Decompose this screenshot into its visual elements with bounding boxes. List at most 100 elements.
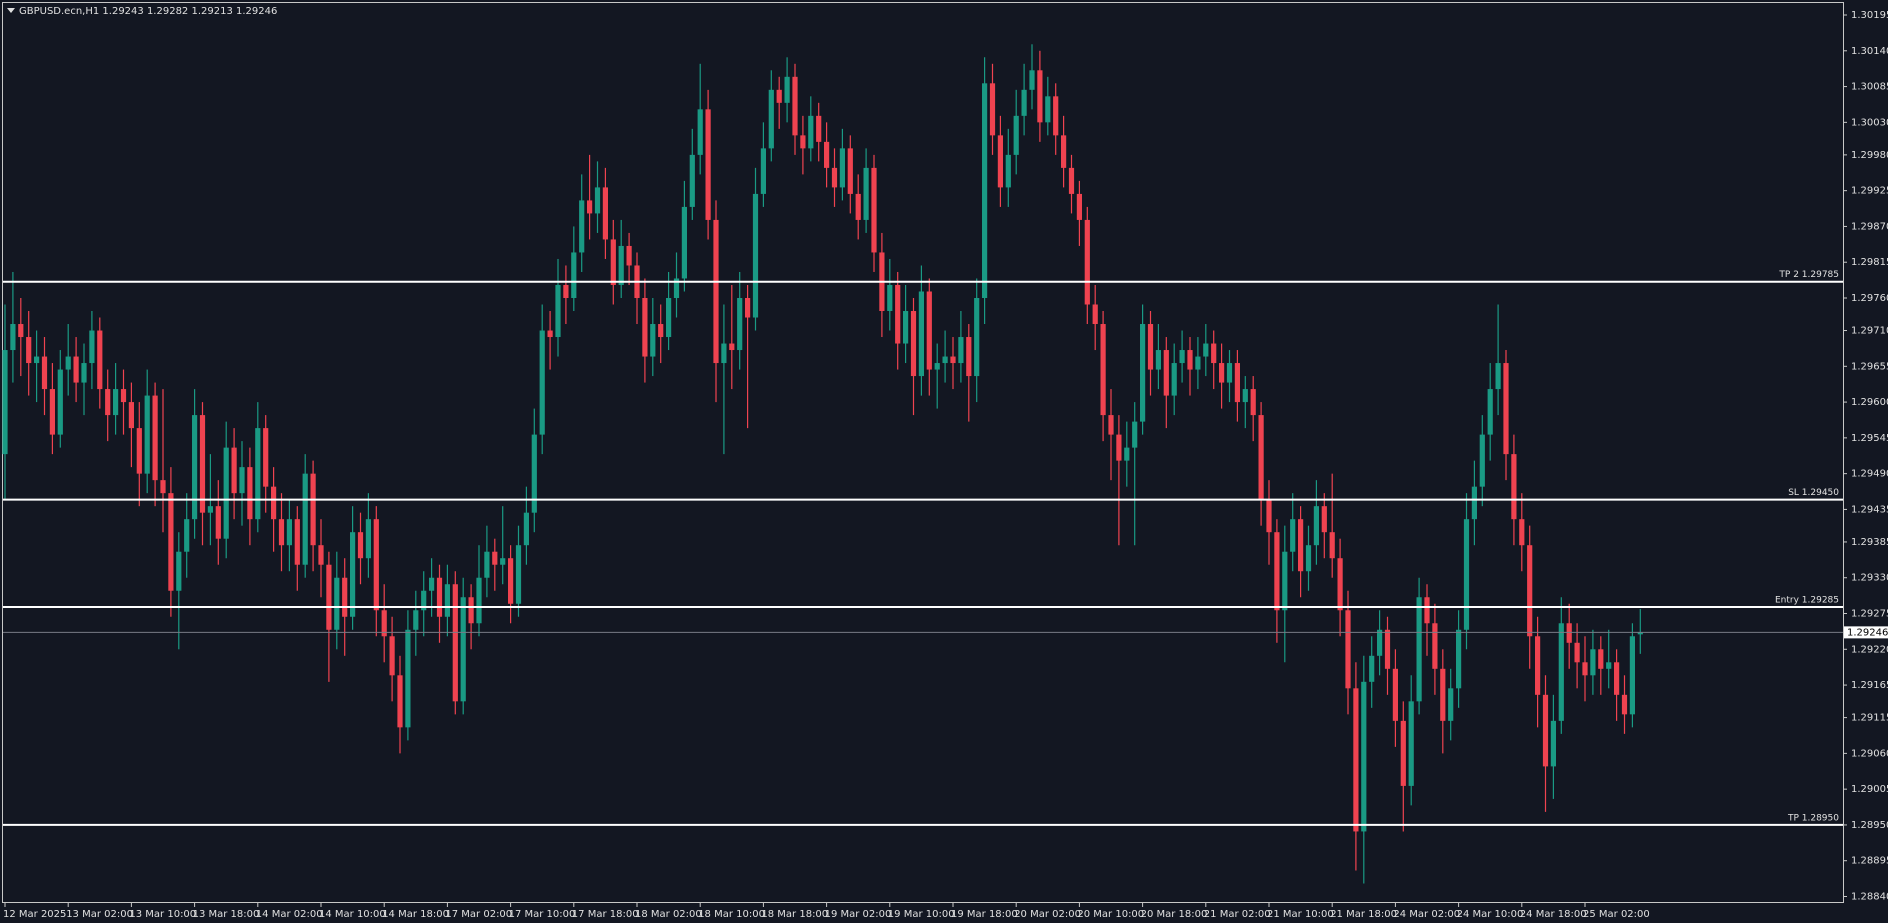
- candle-body: [705, 109, 711, 220]
- candle-body: [207, 506, 213, 513]
- y-tick-label: 1.29275: [1851, 609, 1888, 620]
- candle-body: [302, 473, 308, 565]
- candle-body: [839, 148, 845, 188]
- x-tick-label: 13 Mar 18:00: [193, 909, 260, 920]
- candle-body: [286, 519, 292, 546]
- candle-body: [484, 551, 490, 578]
- candle-body: [594, 187, 601, 214]
- candle-body: [389, 636, 395, 676]
- candle-body: [1084, 219, 1090, 305]
- y-tick-label: 1.30030: [1851, 117, 1888, 128]
- candle-body: [1274, 532, 1280, 611]
- x-tick-label: 24 Mar 18:00: [1520, 909, 1587, 920]
- y-tick-label: 1.30085: [1851, 82, 1888, 93]
- candle-body: [1313, 506, 1319, 546]
- candle-body: [1329, 532, 1335, 559]
- x-tick-label: 14 Mar 10:00: [319, 909, 386, 920]
- candle-body: [460, 597, 466, 702]
- y-tick-label: 1.29760: [1851, 293, 1888, 304]
- x-tick-label: 13 Mar 02:00: [66, 909, 133, 920]
- y-tick-label: 1.30195: [1851, 10, 1888, 21]
- x-tick-label: 21 Mar 18:00: [1330, 909, 1397, 920]
- x-tick-label: 21 Mar 10:00: [1267, 909, 1334, 920]
- candle-body: [1558, 623, 1564, 721]
- candle-body: [26, 337, 32, 364]
- candle-body: [1519, 519, 1525, 546]
- candle-body: [1448, 688, 1454, 721]
- candle-body: [950, 356, 956, 364]
- candle-body: [444, 584, 450, 617]
- price-tag-label: 1.29246: [1847, 627, 1888, 638]
- candle-body: [1124, 447, 1130, 461]
- candle-body: [160, 480, 166, 494]
- candle-body: [934, 363, 940, 370]
- candle-body: [34, 356, 40, 364]
- candle-body: [547, 330, 553, 338]
- chart-title: GBPUSD.ecn,H1 1.29243 1.29282 1.29213 1.…: [19, 6, 277, 17]
- candle-body: [1511, 454, 1517, 520]
- y-tick-label: 1.29600: [1851, 397, 1888, 408]
- candle-body: [855, 193, 861, 220]
- candle-body: [926, 291, 932, 370]
- candle-body: [1369, 655, 1375, 682]
- candle-body: [405, 629, 411, 728]
- candle-body: [1211, 343, 1217, 364]
- candle-body: [697, 109, 703, 155]
- y-tick-label: 1.29655: [1851, 361, 1888, 372]
- x-tick-label: 21 Mar 02:00: [1204, 909, 1271, 920]
- candle-body: [342, 577, 348, 617]
- x-tick-label: 17 Mar 18:00: [572, 909, 639, 920]
- candle-body: [1219, 363, 1225, 383]
- candle-body: [18, 324, 24, 338]
- candle-body: [1053, 96, 1059, 136]
- candle-body: [1234, 363, 1240, 403]
- candle-body: [41, 356, 48, 390]
- candle-body: [1345, 610, 1351, 689]
- candle-body: [658, 324, 664, 338]
- y-tick-label: 1.29060: [1851, 748, 1888, 759]
- candle-body: [81, 363, 87, 383]
- candle-body: [168, 493, 174, 591]
- candle-body: [989, 83, 996, 136]
- candle-body: [413, 610, 419, 630]
- candle-body: [515, 545, 522, 604]
- candle-body: [1100, 324, 1106, 416]
- candle-body: [294, 519, 300, 565]
- candle-body: [97, 330, 103, 390]
- candle-body: [1456, 629, 1462, 689]
- y-tick-label: 1.28950: [1851, 820, 1888, 831]
- candle-body: [326, 564, 332, 630]
- candle-body: [381, 610, 387, 637]
- candle-body: [49, 389, 55, 435]
- candle-body: [903, 311, 909, 344]
- candle-body: [1005, 154, 1011, 188]
- candle-body: [760, 148, 766, 194]
- candle-body: [800, 135, 806, 149]
- candle-body: [1614, 662, 1620, 695]
- candle-body: [318, 545, 324, 565]
- x-tick-label: 20 Mar 10:00: [1077, 909, 1144, 920]
- candle-body: [1598, 649, 1604, 669]
- candle-body: [1337, 558, 1343, 611]
- candle-body: [571, 252, 577, 298]
- candle-body: [1629, 636, 1635, 715]
- candle-body: [1440, 668, 1446, 721]
- x-tick-label: 13 Mar 10:00: [129, 909, 196, 920]
- level-label: TP 2 1.29785: [1778, 270, 1839, 280]
- candle-body: [587, 200, 593, 214]
- x-tick-label: 19 Mar 10:00: [888, 909, 955, 920]
- candle-body: [729, 343, 735, 351]
- candle-body: [1606, 662, 1612, 669]
- candle-body: [1416, 597, 1422, 702]
- price-tag: [1844, 626, 1888, 639]
- candle-body: [958, 337, 964, 364]
- candle-body: [1392, 668, 1398, 721]
- x-tick-label: 18 Mar 02:00: [635, 909, 702, 920]
- candle-body: [144, 395, 150, 474]
- candle-body: [523, 512, 529, 546]
- candle-body: [1061, 135, 1067, 168]
- candle-body: [792, 76, 798, 136]
- candle-body: [10, 324, 16, 351]
- candle-body: [2, 350, 8, 455]
